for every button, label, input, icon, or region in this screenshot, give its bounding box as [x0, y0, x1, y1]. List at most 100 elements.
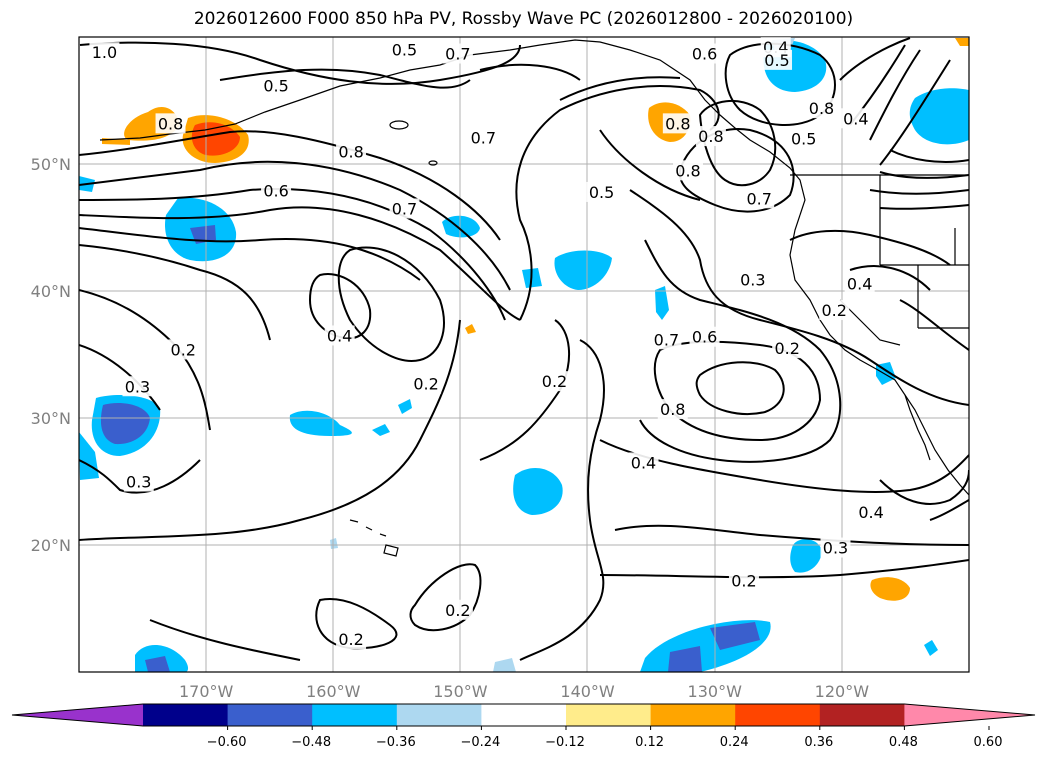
- coastlines: [99, 39, 969, 557]
- colorbar-segment: [227, 704, 313, 726]
- gridlines: [79, 37, 969, 672]
- contour-label-background: [806, 98, 837, 119]
- colorbar-tick-labels: −0.60 −0.48 −0.36 −0.24 −0.12 0.12 0.24 0.36 0.4…: [207, 726, 1003, 750]
- contour-label: 0.6: [263, 182, 288, 201]
- contour-label: 0.5: [263, 76, 288, 95]
- longitude-tick-label: 160°W: [306, 682, 361, 701]
- contour-label: 0.8: [158, 114, 183, 133]
- contour-label: 0.2: [774, 339, 799, 358]
- contour-label: 0.3: [740, 271, 765, 290]
- colorbar-tick-label: −0.48: [291, 735, 331, 750]
- contour-label-background: [389, 198, 420, 219]
- contour-label: 0.6: [692, 45, 717, 64]
- longitude-tick-label: 150°W: [433, 682, 488, 701]
- contour-label: 0.3: [126, 473, 151, 492]
- colorbar-tick-label: 0.12: [635, 735, 664, 750]
- contour-label-background: [468, 127, 499, 148]
- colorbar: [11, 703, 1036, 727]
- contour-label-background: [411, 373, 442, 394]
- contour-label-background: [657, 399, 688, 420]
- colorbar-segment: [396, 704, 482, 726]
- contour-label-background: [844, 273, 875, 294]
- contour-label-background: [689, 326, 720, 347]
- colorbar-tick-label: 0.48: [889, 735, 918, 750]
- colorbar-segment: [481, 704, 567, 726]
- negative-anomaly-patches: [79, 38, 969, 672]
- colorbar-segment: [143, 704, 229, 726]
- contour-label: 0.2: [171, 340, 196, 359]
- contour-label: 0.7: [445, 45, 470, 64]
- contour-label: 0.3: [125, 377, 150, 396]
- colorbar-tick-label: −0.60: [207, 735, 247, 750]
- latitude-tick-label: 40°N: [31, 282, 71, 301]
- contour-label: 0.5: [589, 183, 614, 202]
- longitude-labels: 170°W 160°W 150°W 140°W 130°W 120°W: [179, 682, 869, 701]
- contour-label: 0.2: [413, 375, 438, 394]
- contour-label: 0.5: [791, 130, 816, 149]
- contour-label: 0.4: [631, 453, 656, 472]
- contour-label-background: [762, 49, 793, 70]
- contour-label: 0.8: [338, 142, 363, 161]
- contour-label: 0.2: [542, 372, 567, 391]
- contour-label-background: [539, 371, 570, 392]
- contour-label: 1.0: [92, 43, 117, 62]
- contour-label-background: [651, 329, 682, 350]
- contour-label-background: [819, 300, 850, 321]
- contour-label-background: [673, 160, 704, 181]
- contour-label: 0.3: [823, 539, 848, 558]
- contour-label: 0.4: [858, 503, 883, 522]
- contour-label-background: [261, 75, 292, 96]
- contour-label-background: [662, 113, 693, 134]
- colorbar-tick-label: 0.36: [804, 735, 833, 750]
- contour-label-background: [122, 376, 153, 397]
- contour-label: 0.7: [471, 128, 496, 147]
- contour-label-background: [442, 43, 473, 64]
- colorbar-segment: [819, 704, 905, 726]
- contour-labels: 1.0 0.8 0.5 0.5 0.7 0.8 0.7 0.6 0.7 0.4 0.2 0.3 0.2 0…: [89, 37, 887, 649]
- contour-label: 0.7: [654, 330, 679, 349]
- colorbar-segment: [735, 704, 821, 726]
- contour-label: 0.2: [731, 572, 756, 591]
- contour-label-background: [442, 599, 473, 620]
- contour-label: 0.8: [698, 127, 723, 146]
- contour-label-background: [336, 628, 367, 649]
- contour-label: 0.6: [692, 328, 717, 347]
- contour-label-background: [389, 39, 420, 60]
- map-frame: [78, 36, 970, 673]
- contour-label: 0.7: [746, 189, 771, 208]
- longitude-tick-label: 170°W: [179, 682, 234, 701]
- contour-label: 0.2: [445, 601, 470, 620]
- contour-label: 0.8: [675, 161, 700, 180]
- contour-label: 0.4: [847, 274, 872, 293]
- contour-label-background: [788, 128, 819, 149]
- contour-label-background: [628, 452, 659, 473]
- contour-label-background: [820, 537, 851, 558]
- colorbar-extend-high: [904, 704, 1035, 726]
- contour-label-background: [728, 570, 759, 591]
- contour-label-background: [336, 141, 367, 162]
- contour-label-background: [586, 181, 617, 202]
- contour-label-background: [324, 325, 355, 346]
- contour-label-background: [689, 43, 720, 64]
- latitude-tick-label: 30°N: [31, 409, 71, 428]
- colorbar-segment: [312, 704, 398, 726]
- colorbar-extend-low: [12, 704, 143, 726]
- contour-label-background: [123, 471, 154, 492]
- contour-label-background: [744, 188, 775, 209]
- contour-label-background: [840, 108, 871, 129]
- colorbar-tick-label: 0.60: [974, 735, 1003, 750]
- contour-label-background: [737, 269, 768, 290]
- colorbar-tick-label: 0.24: [720, 735, 749, 750]
- latitude-tick-label: 20°N: [31, 536, 71, 555]
- contour-label-background: [168, 339, 199, 360]
- longitude-tick-label: 130°W: [688, 682, 743, 701]
- colorbar-tick-label: −0.12: [545, 735, 585, 750]
- latitude-tick-label: 50°N: [31, 155, 71, 174]
- latitude-labels: 50°N 40°N 30°N 20°N: [31, 155, 71, 555]
- contour-label: 0.8: [809, 99, 834, 118]
- contour-label-background: [856, 501, 887, 522]
- colorbar-segment: [566, 704, 652, 726]
- contour-label: 0.5: [764, 51, 789, 70]
- colorbar-segment: [650, 704, 736, 726]
